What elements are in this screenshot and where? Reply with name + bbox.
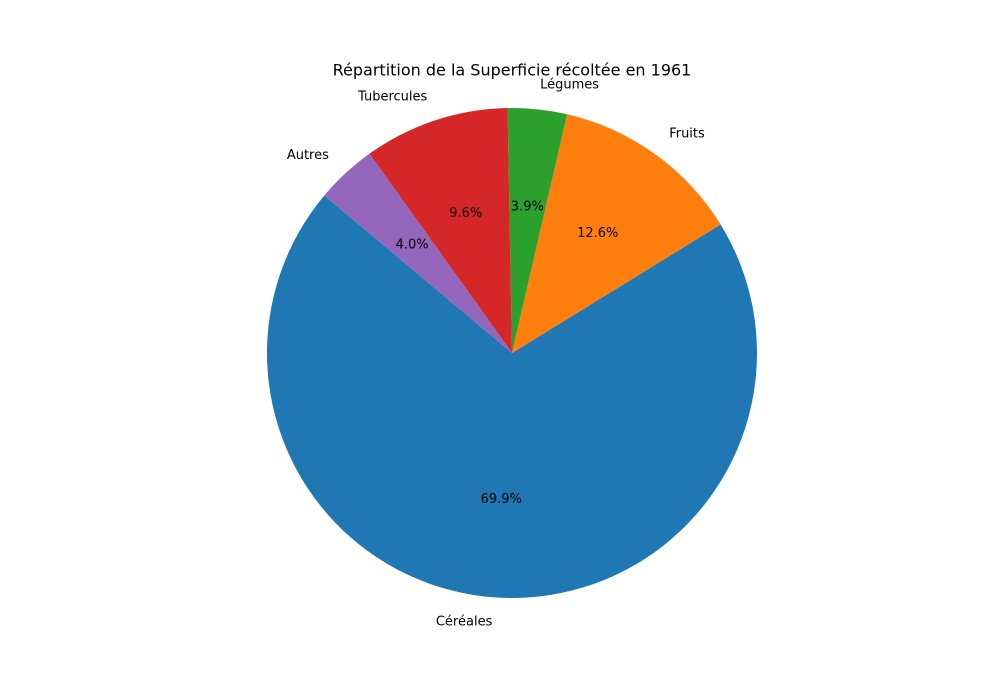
value-label: 69.9% [481,492,522,507]
pie-slice [324,153,512,353]
value-label: 9.6% [449,206,482,221]
slice-label: Autres [287,148,329,163]
chart-title: Répartition de la Superficie récoltée en… [333,61,692,80]
value-label: 4.0% [396,238,429,253]
slice-label: Céréales [436,614,493,629]
pie-slice [512,114,721,354]
value-label: 3.9% [511,199,544,214]
slice-label: Fruits [669,127,705,142]
pie-slice [507,108,568,353]
slice-label: Légumes [540,77,599,92]
pie-slice [369,108,512,353]
slice-label: Tubercules [357,90,428,105]
value-label: 12.6% [577,226,618,241]
pie-slice [266,195,757,598]
